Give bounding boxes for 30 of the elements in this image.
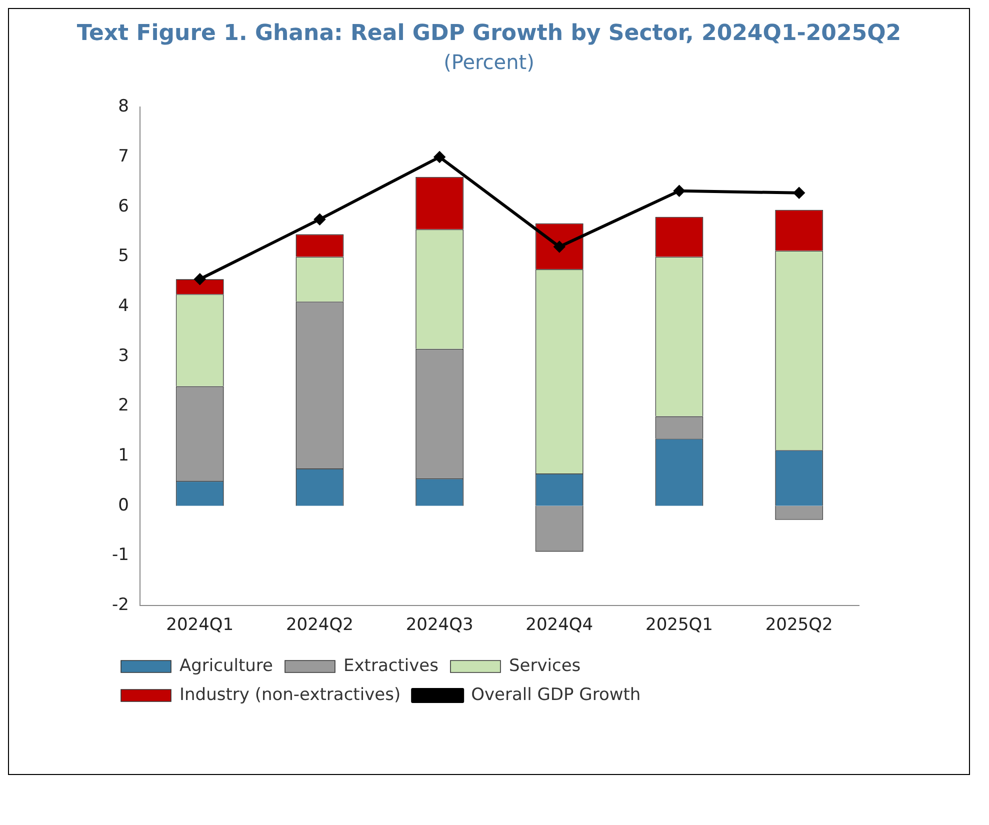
y-tick-label: 3	[118, 346, 129, 366]
legend-label: Agriculture	[180, 656, 273, 676]
legend-label: Industry (non-extractives)	[180, 684, 401, 705]
x-tick-label: 2025Q1	[646, 615, 713, 636]
y-tick-label: 7	[118, 146, 129, 166]
x-tick-label: 2024Q4	[526, 615, 594, 636]
point	[674, 185, 685, 196]
y-tick-label: -2	[112, 595, 129, 616]
y-tick-label: 0	[118, 495, 129, 516]
legend-label: Overall GDP Growth	[471, 684, 641, 705]
y-tick-label: 4	[118, 296, 129, 316]
point	[314, 214, 326, 225]
point	[434, 152, 446, 163]
y-tick-label: 5	[118, 246, 129, 266]
y-tick-label: 6	[118, 196, 129, 216]
point	[554, 241, 565, 252]
y-tick-label: 2	[118, 396, 129, 416]
x-tick-label: 2024Q1	[166, 615, 234, 636]
x-tick-label: 2024Q3	[406, 615, 474, 636]
y-tick-label: 8	[118, 96, 129, 117]
y-tick-label: 1	[118, 446, 129, 466]
x-tick-label: 2025Q2	[765, 615, 833, 636]
legend-label: Extractives	[343, 656, 439, 676]
y-tick-label: -1	[112, 545, 129, 566]
point	[794, 187, 805, 198]
x-tick-label: 2024Q2	[286, 615, 354, 636]
chart-subtitle: (Percent)	[442, 50, 536, 74]
point	[194, 274, 206, 285]
chart-title: Text Figure 1. Ghana: Real GDP Growth by Sector, 2024Q1-2025Q2	[76, 21, 902, 46]
legend-label: Services	[508, 656, 581, 676]
